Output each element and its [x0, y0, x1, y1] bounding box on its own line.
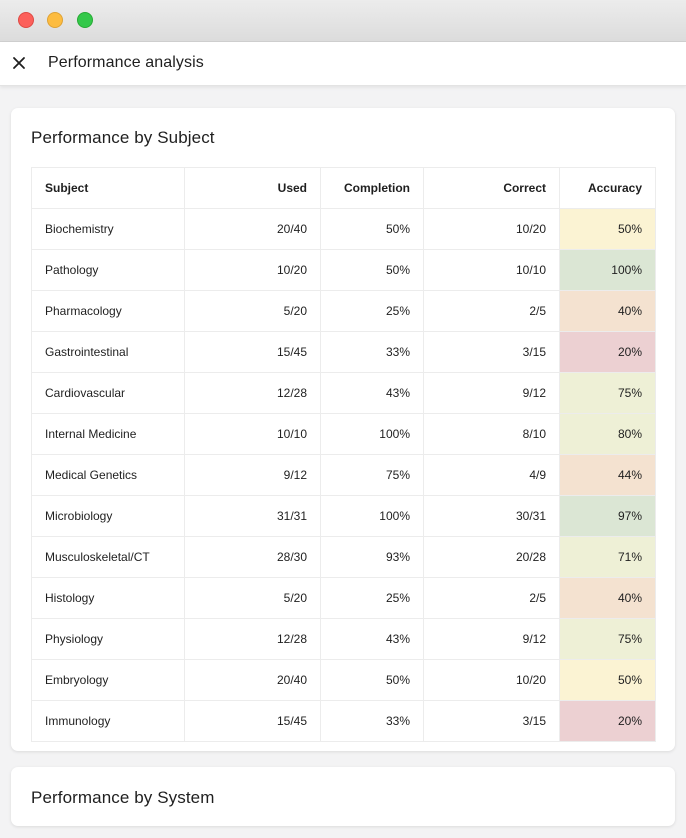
app-header: Performance analysis	[0, 42, 686, 86]
cell-used: 15/45	[184, 331, 321, 373]
window-minimize-button[interactable]	[47, 12, 63, 28]
cell-correct: 10/20	[423, 208, 560, 250]
table-row[interactable]: Pharmacology 5/20 25% 2/5 40%	[31, 290, 656, 332]
cell-correct: 9/12	[423, 372, 560, 414]
cell-used: 5/20	[184, 290, 321, 332]
cell-accuracy: 50%	[559, 208, 656, 250]
cell-subject: Histology	[31, 577, 185, 619]
cell-completion: 100%	[320, 495, 424, 537]
cell-subject: Pathology	[31, 249, 185, 291]
cell-accuracy: 44%	[559, 454, 656, 496]
cell-correct: 4/9	[423, 454, 560, 496]
cell-correct: 2/5	[423, 577, 560, 619]
cell-completion: 25%	[320, 290, 424, 332]
cell-used: 12/28	[184, 618, 321, 660]
cell-correct: 9/12	[423, 618, 560, 660]
subject-table: Subject Used Completion Correct Accuracy…	[31, 167, 656, 742]
table-row[interactable]: Medical Genetics 9/12 75% 4/9 44%	[31, 454, 656, 496]
cell-accuracy: 50%	[559, 659, 656, 701]
cell-correct: 2/5	[423, 290, 560, 332]
table-row[interactable]: Gastrointestinal 15/45 33% 3/15 20%	[31, 331, 656, 373]
cell-completion: 50%	[320, 208, 424, 250]
cell-completion: 43%	[320, 618, 424, 660]
cell-completion: 33%	[320, 700, 424, 742]
cell-accuracy: 20%	[559, 331, 656, 373]
cell-completion: 75%	[320, 454, 424, 496]
table-row[interactable]: Embryology 20/40 50% 10/20 50%	[31, 659, 656, 701]
page-title: Performance analysis	[48, 54, 204, 71]
table-row[interactable]: Immunology 15/45 33% 3/15 20%	[31, 700, 656, 742]
cell-accuracy: 71%	[559, 536, 656, 578]
cell-used: 12/28	[184, 372, 321, 414]
system-performance-card[interactable]: Performance by System	[11, 767, 675, 826]
window-close-button[interactable]	[18, 12, 34, 28]
cell-used: 10/10	[184, 413, 321, 455]
cell-completion: 33%	[320, 331, 424, 373]
cell-accuracy: 100%	[559, 249, 656, 291]
cell-used: 9/12	[184, 454, 321, 496]
window-zoom-button[interactable]	[77, 12, 93, 28]
cell-subject: Embryology	[31, 659, 185, 701]
close-button[interactable]	[8, 51, 30, 75]
cell-used: 15/45	[184, 700, 321, 742]
table-header-row: Subject Used Completion Correct Accuracy	[31, 167, 656, 209]
cell-used: 20/40	[184, 208, 321, 250]
table-row[interactable]: Cardiovascular 12/28 43% 9/12 75%	[31, 372, 656, 414]
system-card-title: Performance by System	[31, 788, 215, 807]
cell-correct: 30/31	[423, 495, 560, 537]
cell-subject: Musculoskeletal/CT	[31, 536, 185, 578]
cell-accuracy: 20%	[559, 700, 656, 742]
table-row[interactable]: Biochemistry 20/40 50% 10/20 50%	[31, 208, 656, 250]
cell-accuracy: 40%	[559, 577, 656, 619]
cell-correct: 10/20	[423, 659, 560, 701]
table-row[interactable]: Histology 5/20 25% 2/5 40%	[31, 577, 656, 619]
cell-correct: 10/10	[423, 249, 560, 291]
cell-subject: Biochemistry	[31, 208, 185, 250]
cell-used: 20/40	[184, 659, 321, 701]
column-header-completion[interactable]: Completion	[320, 167, 424, 209]
cell-accuracy: 97%	[559, 495, 656, 537]
table-row[interactable]: Pathology 10/20 50% 10/10 100%	[31, 249, 656, 291]
column-header-subject[interactable]: Subject	[31, 167, 185, 209]
column-header-accuracy[interactable]: Accuracy	[559, 167, 656, 209]
cell-subject: Pharmacology	[31, 290, 185, 332]
subject-performance-card: Performance by Subject Subject Used Comp…	[11, 108, 675, 751]
cell-used: 10/20	[184, 249, 321, 291]
cell-completion: 43%	[320, 372, 424, 414]
cell-used: 28/30	[184, 536, 321, 578]
close-icon	[13, 57, 25, 69]
cell-correct: 3/15	[423, 331, 560, 373]
cell-correct: 3/15	[423, 700, 560, 742]
window-titlebar	[0, 0, 686, 42]
cell-completion: 100%	[320, 413, 424, 455]
cell-subject: Microbiology	[31, 495, 185, 537]
cell-accuracy: 75%	[559, 618, 656, 660]
table-row[interactable]: Microbiology 31/31 100% 30/31 97%	[31, 495, 656, 537]
cell-subject: Internal Medicine	[31, 413, 185, 455]
cell-subject: Gastrointestinal	[31, 331, 185, 373]
subject-card-title: Performance by Subject	[31, 128, 215, 147]
column-header-correct[interactable]: Correct	[423, 167, 560, 209]
cell-used: 5/20	[184, 577, 321, 619]
cell-subject: Physiology	[31, 618, 185, 660]
cell-subject: Medical Genetics	[31, 454, 185, 496]
table-row[interactable]: Internal Medicine 10/10 100% 8/10 80%	[31, 413, 656, 455]
cell-used: 31/31	[184, 495, 321, 537]
cell-completion: 50%	[320, 659, 424, 701]
table-row[interactable]: Physiology 12/28 43% 9/12 75%	[31, 618, 656, 660]
cell-accuracy: 80%	[559, 413, 656, 455]
table-row[interactable]: Musculoskeletal/CT 28/30 93% 20/28 71%	[31, 536, 656, 578]
cell-completion: 93%	[320, 536, 424, 578]
cell-accuracy: 40%	[559, 290, 656, 332]
cell-completion: 50%	[320, 249, 424, 291]
column-header-used[interactable]: Used	[184, 167, 321, 209]
cell-correct: 8/10	[423, 413, 560, 455]
cell-accuracy: 75%	[559, 372, 656, 414]
cell-subject: Cardiovascular	[31, 372, 185, 414]
cell-completion: 25%	[320, 577, 424, 619]
cell-correct: 20/28	[423, 536, 560, 578]
cell-subject: Immunology	[31, 700, 185, 742]
